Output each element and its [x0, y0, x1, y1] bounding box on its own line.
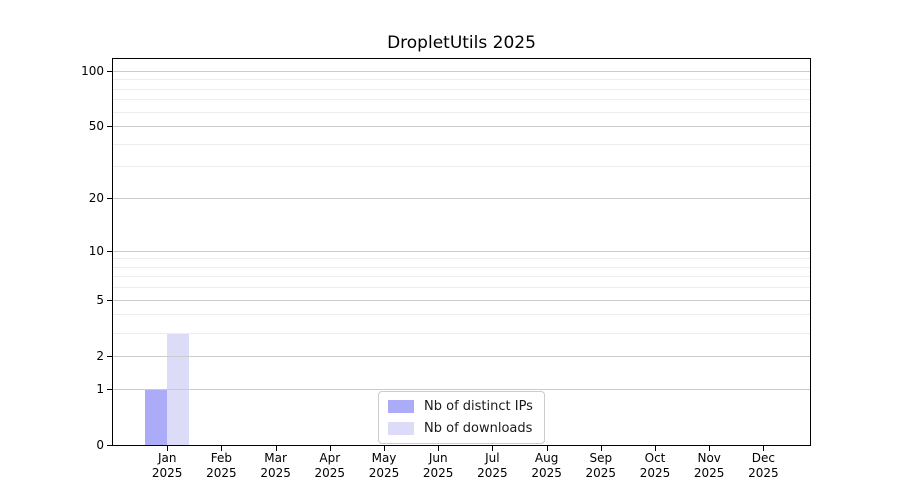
gridline-minor-y90 [113, 79, 810, 81]
gridline-major-y5 [113, 299, 810, 301]
y-tick-label-20: 20 [88, 191, 104, 205]
gridline-minor-y7 [113, 276, 810, 278]
legend-item-downloads: Nb of downloads [388, 420, 535, 437]
gridline-major-y10 [113, 250, 810, 252]
x-tick-label-nov: Nov 2025 [693, 451, 725, 480]
x-tick-label-dec: Dec 2025 [748, 451, 779, 480]
gridline-minor-y40 [113, 143, 810, 145]
x-tick-label-may: May 2025 [368, 451, 400, 480]
y-tick-20 [107, 198, 113, 199]
legend: Nb of distinct IPs Nb of downloads [378, 391, 545, 444]
gridline-minor-y80 [113, 88, 810, 90]
x-tick-dec [763, 446, 765, 451]
gridline-minor-y4 [113, 314, 810, 316]
gridline-minor-y60 [113, 111, 810, 113]
downloads-swatch-icon [388, 422, 414, 435]
x-tick-label-sep: Sep 2025 [585, 451, 617, 480]
y-tick-50 [107, 126, 113, 127]
x-tick-jun [438, 446, 440, 451]
y-tick-label-100: 100 [81, 63, 104, 78]
x-tick-jul [492, 446, 494, 451]
gridline-minor-y70 [113, 99, 810, 101]
x-tick-label-apr: Apr 2025 [314, 451, 346, 480]
y-tick-label-0: 0 [96, 438, 104, 452]
y-tick-label-1: 1 [96, 381, 104, 396]
x-tick-nov [709, 446, 711, 451]
distinct-ips-swatch-icon [388, 400, 414, 413]
y-tick-10 [107, 250, 113, 252]
y-tick-label-2: 2 [96, 348, 104, 363]
x-tick-label-feb: Feb 2025 [206, 451, 237, 480]
x-tick-sep [600, 446, 602, 451]
legend-label: Nb of distinct IPs [424, 399, 533, 414]
y-tick-2 [107, 355, 113, 357]
x-tick-label-jun: Jun 2025 [422, 451, 454, 480]
legend-label: Nb of downloads [424, 421, 533, 436]
x-tick-apr [329, 446, 331, 451]
y-tick-label-50: 50 [88, 119, 104, 133]
gridline-minor-y3 [113, 332, 810, 334]
x-tick-mar [275, 446, 277, 451]
bar-downloads-jan [167, 332, 190, 445]
y-tick-0 [107, 445, 113, 446]
x-tick-label-jul: Jul 2025 [477, 451, 508, 480]
x-tick-label-jan: Jan 2025 [151, 451, 183, 480]
x-tick-aug [546, 446, 548, 451]
y-tick-label-5: 5 [96, 292, 104, 307]
x-tick-may [384, 446, 385, 451]
bar-distinct-ips-jan [145, 388, 168, 445]
y-tick-5 [107, 299, 113, 301]
gridline-major-y50 [113, 126, 810, 127]
y-tick-label-10: 10 [88, 243, 104, 258]
gridline-minor-y8 [113, 266, 810, 268]
gridline-major-y1 [113, 388, 810, 390]
y-tick-100 [107, 70, 113, 72]
x-tick-label-aug: Aug 2025 [531, 451, 562, 480]
x-tick-feb [221, 446, 223, 451]
plot-area [112, 58, 811, 446]
chart-title: DropletUtils 2025 [387, 33, 536, 53]
x-tick-label-oct: Oct 2025 [639, 451, 671, 480]
legend-item-distinct-ips: Nb of distinct IPs [388, 398, 535, 415]
x-tick-label-mar: Mar 2025 [260, 451, 291, 480]
y-tick-1 [107, 388, 113, 390]
gridline-minor-y30 [113, 166, 810, 168]
gridline-major-y100 [113, 70, 810, 72]
gridline-minor-y9 [113, 258, 810, 260]
x-tick-jan [167, 446, 169, 451]
gridline-minor-y6 [113, 287, 810, 289]
gridline-major-y2 [113, 355, 810, 357]
gridline-major-y20 [113, 198, 810, 199]
x-tick-oct [655, 446, 656, 451]
